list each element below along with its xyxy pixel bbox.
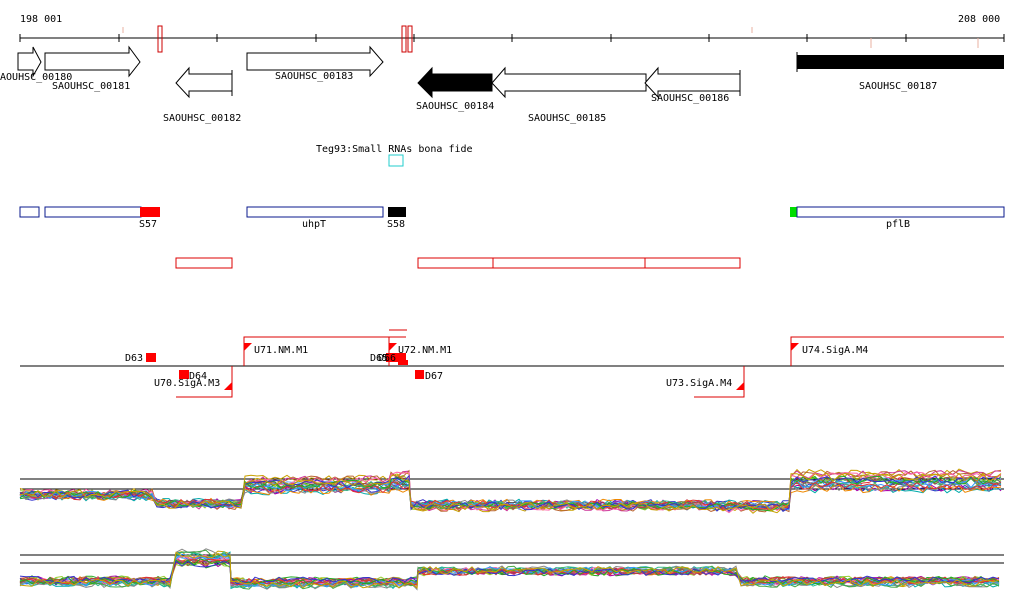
segment-label-U73: U73.SigA.M4: [666, 378, 732, 389]
annotation-box[interactable]: [19, 206, 40, 218]
segment-label-U72: U72.NM.M1: [398, 345, 452, 356]
marker-D65[interactable]: [386, 353, 394, 362]
coordinate-ruler: 198 001 208 000: [19, 14, 1005, 53]
segment-label-D63: D63: [125, 353, 143, 364]
expression-trace: [19, 560, 1000, 585]
segment-U73-line[interactable]: [694, 366, 745, 398]
expression-panel-lower: [19, 548, 1004, 591]
segment-U74-line[interactable]: [790, 336, 1004, 366]
marker-D64[interactable]: [179, 370, 189, 379]
segment-label-D66: D66: [378, 353, 396, 364]
annotation-label-pflB: pflB: [886, 219, 910, 230]
segment-label-U74: U74.SigA.M4: [802, 345, 868, 356]
expression-trace: [19, 558, 1000, 586]
flag-U74[interactable]: [791, 343, 799, 351]
expression-panel-upper: [19, 468, 1004, 514]
gene-label-SAOUHSC_00180: SAOUHSC_00180: [0, 72, 72, 83]
ruler-start-label: 198 001: [20, 14, 62, 25]
transcript-box[interactable]: [175, 257, 233, 269]
ruler-end-label: 208 000: [958, 14, 1000, 25]
gene-arrow-SAOUHSC_00180[interactable]: [17, 46, 42, 78]
segment-label-U71: U71.NM.M1: [254, 345, 308, 356]
marker-D63[interactable]: [146, 353, 156, 362]
gene-track: SAOUHSC_00180 SAOUHSC_00181 SAOUHSC_0018…: [0, 45, 1004, 124]
gene-arrow-SAOUHSC_00185[interactable]: [491, 66, 647, 99]
segment-label-U70: U70.SigA.M3: [154, 378, 220, 389]
ruler-ticks: [19, 34, 1005, 42]
gene-label-SAOUHSC_00181: SAOUHSC_00181: [52, 81, 130, 92]
segment-label-D67: D67: [425, 371, 443, 382]
transcript-box[interactable]: [492, 257, 646, 269]
srna-label: Teg93:Small RNAs bona fide: [316, 144, 473, 155]
gene-label-SAOUHSC_00186: SAOUHSC_00186: [651, 93, 729, 104]
segmentation-track: D63 D64 D65 D66 D67 U70.SigA.M3 U71.NM.M…: [20, 329, 1004, 398]
gene-arrow-SAOUHSC_00187[interactable]: [797, 55, 1004, 69]
ruler-feature-mark: [407, 25, 413, 53]
gene-label-SAOUHSC_00187: SAOUHSC_00187: [859, 81, 937, 92]
annotation-label-S58: S58: [387, 219, 405, 230]
marker-D67[interactable]: [415, 370, 424, 379]
gene-label-SAOUHSC_00182: SAOUHSC_00182: [163, 113, 241, 124]
flag-U72[interactable]: [389, 343, 397, 351]
gene-label-SAOUHSC_00185: SAOUHSC_00185: [528, 113, 606, 124]
transcript-box[interactable]: [417, 257, 494, 269]
expression-trace: [19, 559, 1000, 586]
flag-U71[interactable]: [244, 343, 252, 351]
expression-trace: [19, 551, 1000, 589]
annotation-green-marker[interactable]: [790, 207, 797, 217]
expression-trace: [19, 472, 1002, 512]
ruler-feature-mark: [157, 25, 163, 53]
annotation-box[interactable]: [44, 206, 142, 218]
gene-arrow-SAOUHSC_00181[interactable]: [44, 45, 141, 78]
segment-U70-line[interactable]: [176, 366, 233, 398]
annotation-label-S57: S57: [139, 219, 157, 230]
ruler-minor-marks: [122, 27, 979, 48]
ruler-feature-mark: [401, 25, 407, 53]
annotation-pflB[interactable]: [796, 206, 1005, 218]
annotation-label-uhpT: uhpT: [302, 219, 326, 230]
transcript-box[interactable]: [644, 257, 741, 269]
gene-arrow-SAOUHSC_00184[interactable]: [417, 66, 493, 99]
annotation-track: S57 uhpT S58 pflB: [19, 206, 1005, 230]
annotation-S58[interactable]: [388, 207, 406, 217]
annotation-uhpT[interactable]: [246, 206, 384, 218]
gene-label-SAOUHSC_00183: SAOUHSC_00183: [275, 71, 353, 82]
annotation-S57[interactable]: [140, 207, 160, 217]
gene-arrow-SAOUHSC_00182[interactable]: [175, 66, 233, 99]
gene-arrow-SAOUHSC_00186[interactable]: [644, 66, 741, 99]
flag-U73[interactable]: [736, 382, 744, 390]
segment-label-D64: D64: [189, 371, 207, 382]
transcript-track: [175, 257, 741, 269]
flag-U70[interactable]: [224, 382, 232, 390]
srna-track: Teg93:Small RNAs bona fide: [316, 144, 473, 167]
srna-feature[interactable]: [388, 154, 404, 167]
gene-arrow-SAOUHSC_00183[interactable]: [246, 45, 384, 78]
gene-label-SAOUHSC_00184: SAOUHSC_00184: [416, 101, 494, 112]
segment-label-D65: D65: [370, 353, 388, 364]
marker-D66-tail[interactable]: [398, 360, 408, 365]
marker-D66[interactable]: [394, 353, 406, 362]
segment-U71-line[interactable]: [243, 336, 389, 366]
